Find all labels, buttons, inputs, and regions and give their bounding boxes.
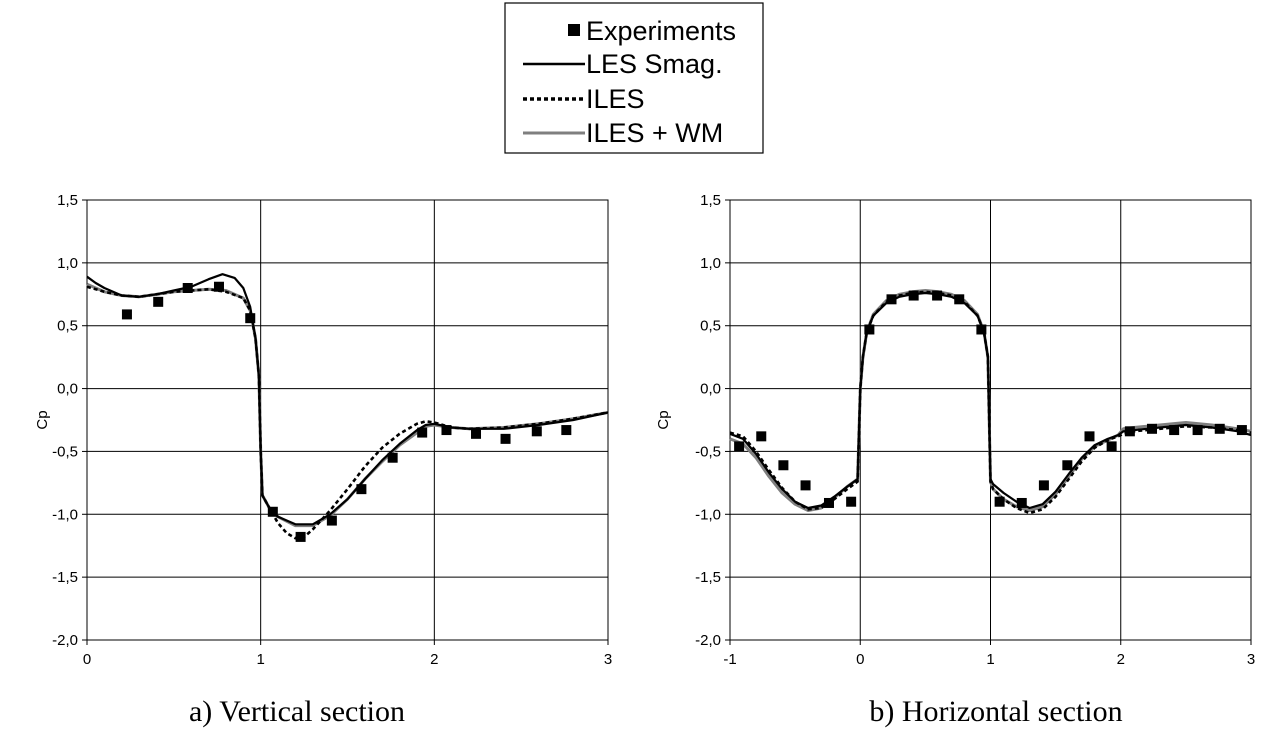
experiment-point [213,281,224,292]
chart-vertical-section: 1,5 1,0 0,5 0,0 -0,5 -1,0 -1,5 -2,0 0 1 2 3 Cp a) … [34,192,612,728]
y-axis-ticks: 1,5 1,0 0,5 0,0 -0,5 -1,0 -1,5 -2,0 [695,192,730,649]
experiment-point [356,484,367,495]
x-axis-ticks: 0 1 2 3 [83,640,612,668]
y-axis-label: Cp [34,410,51,429]
series-line-iles [729,290,1252,515]
x-tick-label: 0 [83,651,91,668]
y-tick-label: 0,0 [700,381,721,398]
experiment-point [756,431,767,442]
experiment-point [1192,425,1203,436]
y-tick-label: -1,5 [52,569,78,586]
legend: Experiments LES Smag. ILES ILES + WM [504,2,764,154]
chart-caption: b) Horizontal section [869,695,1122,728]
y-tick-label: -0,5 [52,443,78,460]
experiment-point [471,428,482,439]
experiment-point [387,452,398,463]
experiment-point [823,497,834,508]
experiment-point [1124,426,1135,437]
y-tick-label: -2,0 [695,632,721,649]
experiment-point [1214,423,1225,434]
y-axis-label: Cp [655,410,672,429]
experiment-point [417,427,428,438]
experiment-point [976,324,987,335]
experiment-markers [121,281,572,542]
experiment-point [1038,480,1049,491]
chart-horizontal-section: 1,5 1,0 0,5 0,0 -0,5 -1,0 -1,5 -2,0 -1 0 1 2 3 Cp b… [655,192,1255,728]
y-tick-label: 1,5 [57,192,78,209]
series-lines [729,289,1252,515]
plot-area-grid [86,199,609,641]
y-tick-label: 1,5 [700,192,721,209]
experiment-point [932,290,943,301]
experiment-point [846,496,857,507]
x-tick-label: 3 [1247,651,1255,668]
experiment-point [778,460,789,471]
experiment-point [954,294,965,305]
x-tick-label: 1 [256,651,264,668]
experiment-point [441,425,452,436]
x-tick-label: 3 [604,651,612,668]
y-tick-label: -1,5 [695,569,721,586]
experiment-point [800,480,811,491]
experiment-point [1062,460,1073,471]
x-tick-label: 1 [986,651,994,668]
experiment-point [1084,431,1095,442]
y-tick-label: -1,0 [695,506,721,523]
experiment-point [864,324,875,335]
experiment-point [295,531,306,542]
x-tick-label: 2 [1117,651,1125,668]
experiment-point [908,290,919,301]
x-tick-label: 2 [430,651,438,668]
experiment-point [734,441,745,452]
legend-les-smag-label: LES Smag. [586,49,723,79]
experiment-point [994,496,1005,507]
x-tick-label: 0 [856,651,864,668]
y-tick-label: 1,0 [57,255,78,272]
x-axis-ticks: -1 0 1 2 3 [723,640,1255,668]
experiment-point [500,433,511,444]
series-line-iles-wm [86,282,609,528]
experiment-point [1016,497,1027,508]
experiment-point [182,283,193,293]
experiment-point [1169,425,1180,436]
y-tick-label: 0,5 [57,318,78,335]
legend-experiments-label: Experiments [586,16,736,46]
y-tick-label: -0,5 [695,443,721,460]
experiment-markers [734,290,1247,508]
experiment-point [153,296,164,307]
experiment-point [886,294,897,305]
experiment-point [1106,441,1117,452]
experiment-point [267,506,278,517]
legend-iles-label: ILES [586,84,645,114]
series-lines [86,273,609,540]
y-tick-label: 0,0 [57,381,78,398]
y-tick-label: 0,5 [700,318,721,335]
legend-experiments-marker [568,24,580,36]
y-tick-label: 1,0 [700,255,721,272]
experiment-point [326,515,337,526]
y-tick-label: -1,0 [52,506,78,523]
x-tick-label: -1 [723,651,736,668]
experiment-point [531,426,542,437]
y-tick-label: -2,0 [52,632,78,649]
experiment-point [245,313,256,324]
series-line-les-smag [86,273,609,526]
legend-iles-wm-label: ILES + WM [586,118,723,148]
chart-caption: a) Vertical section [189,695,405,728]
plot-frame [86,199,609,641]
legend-frame [504,2,764,154]
experiment-point [561,425,572,436]
y-axis-ticks: 1,5 1,0 0,5 0,0 -0,5 -1,0 -1,5 -2,0 [52,192,87,649]
experiment-point [1147,423,1158,434]
experiment-point [1236,425,1247,436]
experiment-point [121,309,132,320]
